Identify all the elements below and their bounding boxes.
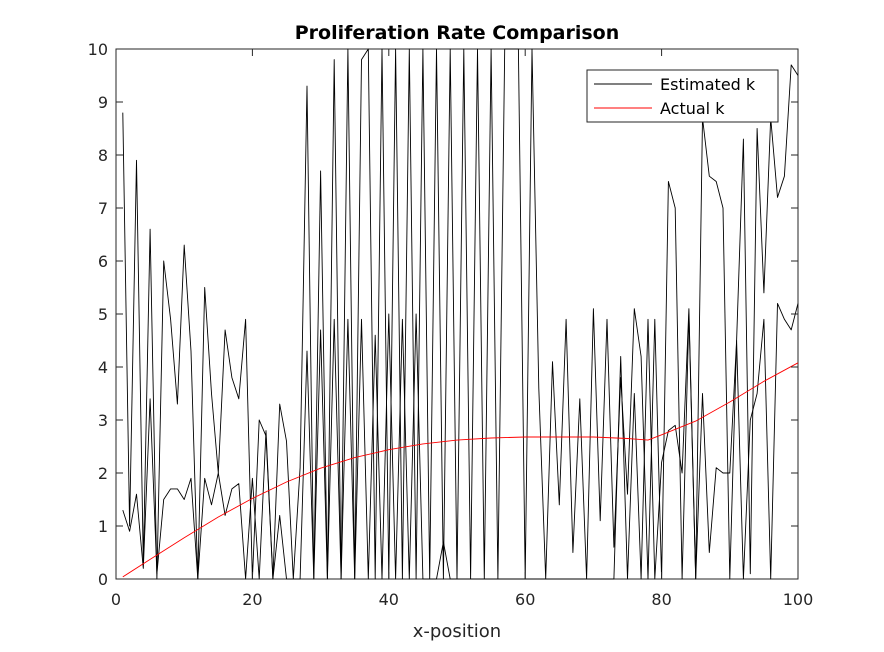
series-line-estimated-k-secondary (122, 302, 799, 580)
legend-label-actual-k: Actual k (660, 99, 725, 118)
x-tick-label: 0 (111, 590, 121, 609)
y-tick-label: 5 (98, 305, 108, 324)
series-layer (122, 48, 799, 580)
legend-box (586, 69, 779, 123)
y-tick-label: 6 (98, 252, 108, 271)
y-tick-label: 9 (98, 93, 108, 112)
y-tick-label: 4 (98, 358, 108, 377)
y-tick-label: 3 (98, 411, 108, 430)
x-tick-label: 40 (379, 590, 399, 609)
legend: Estimated k Actual k (586, 69, 779, 123)
x-axis-label: x-position (413, 621, 501, 642)
y-tick-label: 8 (98, 146, 108, 165)
plot-area: 0 20 40 60 80 100 0 1 2 3 4 5 6 7 8 9 10 (88, 40, 814, 609)
y-tick-label: 2 (98, 464, 108, 483)
x-tick-label: 100 (783, 590, 814, 609)
y-tick-label: 10 (88, 40, 108, 59)
series-line-estimated-k (122, 48, 799, 580)
ticks-layer: 0 20 40 60 80 100 0 1 2 3 4 5 6 7 8 9 10 (88, 40, 814, 609)
legend-label-estimated-k: Estimated k (660, 75, 756, 94)
x-tick-label: 80 (651, 590, 671, 609)
y-tick-label: 1 (98, 517, 108, 536)
y-tick-label: 0 (98, 570, 108, 589)
axes-box (115, 48, 799, 580)
x-tick-label: 20 (242, 590, 262, 609)
y-tick-label: 7 (98, 199, 108, 218)
series-line-actual-k (122, 362, 799, 578)
chart-title: Proliferation Rate Comparison (295, 22, 620, 44)
x-tick-label: 60 (515, 590, 535, 609)
